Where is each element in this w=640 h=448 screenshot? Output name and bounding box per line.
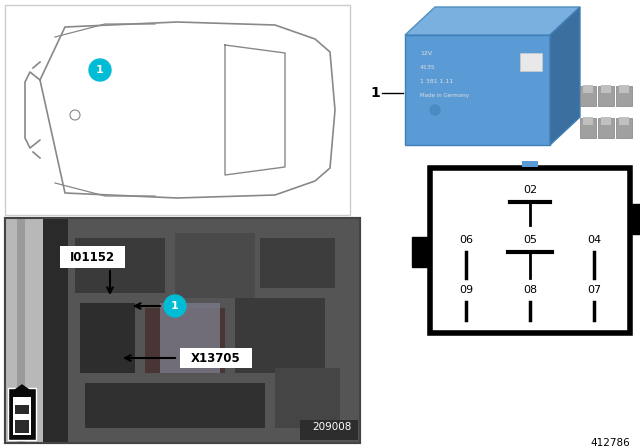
- Bar: [430, 168, 630, 333]
- Bar: [412, 237, 430, 267]
- Bar: [85, 383, 265, 428]
- Bar: [520, 53, 542, 71]
- Circle shape: [430, 105, 440, 115]
- Text: Made in Germany: Made in Germany: [420, 92, 469, 98]
- Text: 04: 04: [587, 235, 601, 245]
- Text: 12V: 12V: [420, 51, 432, 56]
- Bar: [75, 238, 165, 293]
- Text: 4135: 4135: [420, 65, 436, 69]
- Bar: [60, 246, 125, 268]
- Bar: [598, 118, 614, 138]
- Bar: [580, 118, 596, 138]
- Bar: [145, 308, 225, 373]
- Bar: [601, 117, 611, 125]
- Text: 08: 08: [523, 285, 537, 295]
- Bar: [80, 303, 135, 373]
- Bar: [583, 85, 593, 93]
- Bar: [580, 86, 596, 106]
- Text: 05: 05: [523, 235, 537, 245]
- Bar: [160, 303, 220, 373]
- Bar: [13, 397, 31, 435]
- Bar: [5, 5, 350, 215]
- Bar: [260, 238, 335, 288]
- Bar: [43, 218, 68, 443]
- Bar: [300, 420, 358, 440]
- Bar: [616, 86, 632, 106]
- Text: 09: 09: [459, 285, 473, 295]
- Text: 412786: 412786: [590, 438, 630, 448]
- Bar: [405, 35, 550, 145]
- Bar: [5, 218, 360, 443]
- Text: 1 381 1.11: 1 381 1.11: [420, 78, 453, 83]
- Text: 1: 1: [371, 86, 380, 100]
- Bar: [180, 348, 252, 368]
- Bar: [598, 86, 614, 106]
- Polygon shape: [12, 385, 32, 392]
- Polygon shape: [405, 7, 580, 35]
- Text: 02: 02: [523, 185, 537, 195]
- Text: I01152: I01152: [69, 250, 115, 263]
- Circle shape: [164, 295, 186, 317]
- Circle shape: [89, 59, 111, 81]
- Bar: [601, 85, 611, 93]
- Bar: [616, 118, 632, 138]
- Bar: [8, 388, 36, 440]
- Bar: [5, 218, 360, 443]
- Text: 1: 1: [171, 301, 179, 311]
- Bar: [15, 405, 29, 433]
- Text: 07: 07: [587, 285, 601, 295]
- Bar: [630, 204, 640, 234]
- Bar: [175, 233, 255, 298]
- Bar: [522, 161, 538, 167]
- Bar: [5, 218, 43, 443]
- Bar: [235, 298, 325, 373]
- Bar: [17, 218, 25, 443]
- Text: 1: 1: [96, 65, 104, 75]
- Text: 209008: 209008: [312, 422, 352, 432]
- Text: X13705: X13705: [191, 352, 241, 365]
- Bar: [583, 117, 593, 125]
- Bar: [275, 368, 340, 428]
- Text: 06: 06: [459, 235, 473, 245]
- Bar: [15, 414, 29, 420]
- Bar: [619, 85, 629, 93]
- Polygon shape: [550, 7, 580, 145]
- Bar: [68, 218, 360, 443]
- Bar: [619, 117, 629, 125]
